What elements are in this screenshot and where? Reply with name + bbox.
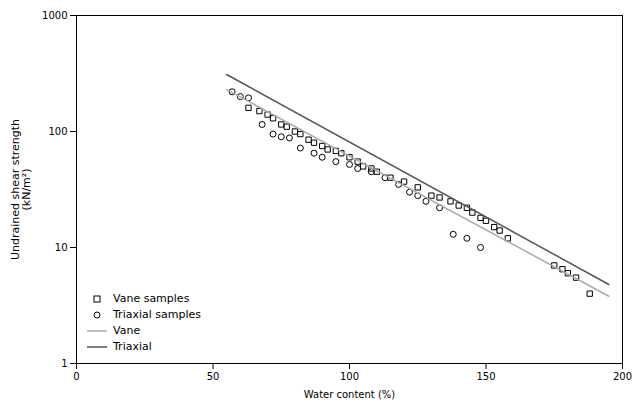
svg-text:100: 100 bbox=[48, 126, 67, 137]
svg-text:10: 10 bbox=[55, 242, 68, 253]
html-text:Triaxial: Triaxial bbox=[113, 340, 152, 353]
svg-text:0: 0 bbox=[73, 371, 79, 382]
svg-text:1: 1 bbox=[61, 358, 67, 369]
svg-text:200: 200 bbox=[613, 371, 632, 382]
svg-text:100: 100 bbox=[340, 371, 359, 382]
svg-text:50: 50 bbox=[207, 371, 220, 382]
svg-text:1000: 1000 bbox=[42, 10, 67, 21]
html-text:Triaxial samples: Triaxial samples bbox=[113, 308, 201, 321]
html-text:Vane samples: Vane samples bbox=[113, 292, 190, 305]
svg-text:Water content (%): Water content (%) bbox=[304, 389, 396, 400]
svg-text:Undrained shear strength(kN/m²: Undrained shear strength(kN/m²) bbox=[9, 119, 33, 260]
svg-text:150: 150 bbox=[476, 371, 495, 382]
html-text:Vane: Vane bbox=[113, 324, 141, 337]
